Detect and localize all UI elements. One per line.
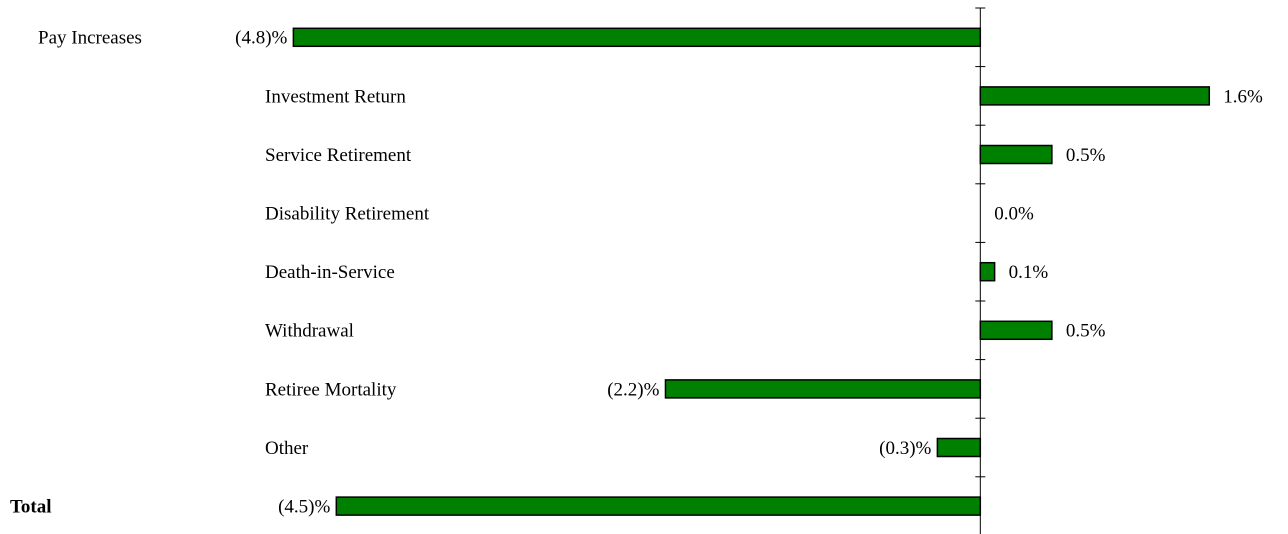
category-label: Service Retirement — [265, 145, 412, 166]
category-label: Total — [10, 496, 52, 517]
value-label: 0.0% — [994, 203, 1034, 224]
value-label: (4.8)% — [235, 28, 287, 49]
category-label: Other — [265, 438, 309, 459]
category-label: Retiree Mortality — [265, 379, 397, 400]
bar — [979, 144, 1053, 165]
bar — [664, 379, 982, 399]
category-label: Investment Return — [265, 86, 406, 107]
value-label: (0.3)% — [879, 438, 931, 459]
bar — [979, 86, 1211, 106]
category-label: Withdrawal — [265, 321, 354, 342]
bar — [979, 261, 996, 282]
value-label: 0.5% — [1066, 321, 1106, 342]
value-label: (4.5)% — [278, 496, 330, 517]
value-label: 0.5% — [1066, 145, 1106, 166]
bar — [292, 27, 982, 48]
category-label: Pay Increases — [38, 28, 142, 49]
value-label: 1.6% — [1223, 86, 1263, 107]
bar — [335, 496, 982, 516]
value-label: (2.2)% — [607, 379, 659, 400]
category-label: Death-in-Service — [265, 262, 395, 283]
category-label: Disability Retirement — [265, 203, 430, 224]
bar — [936, 437, 982, 458]
value-label: 0.1% — [1009, 262, 1049, 283]
bar — [979, 320, 1053, 341]
